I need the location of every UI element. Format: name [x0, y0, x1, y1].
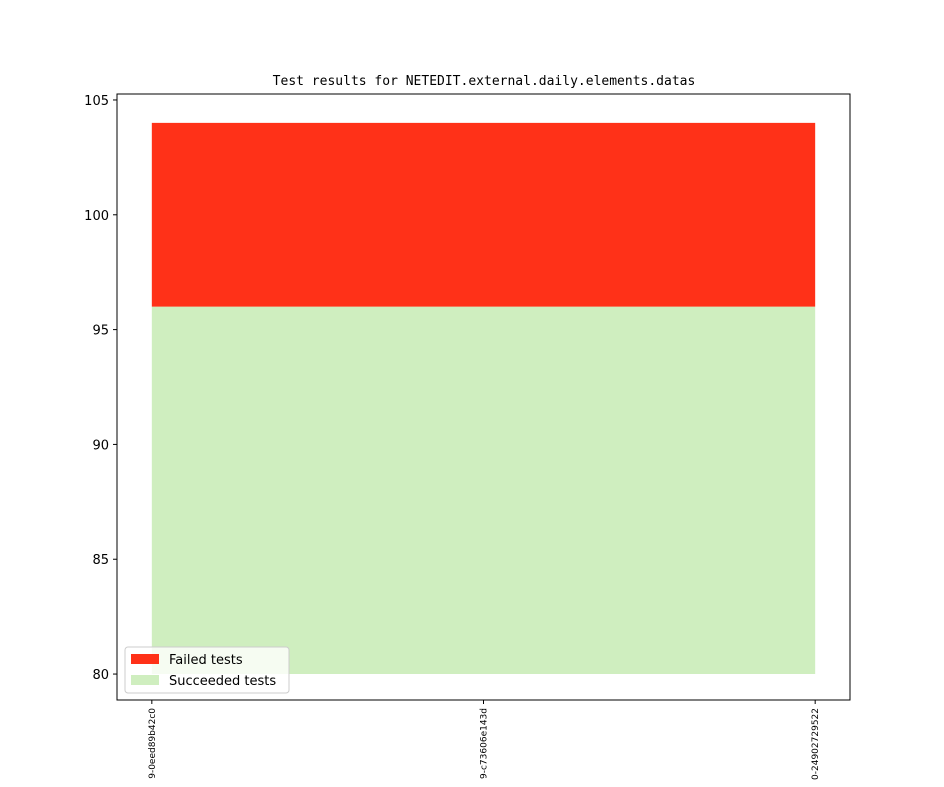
- y-tick-label: 95: [92, 324, 109, 339]
- area: [151, 306, 816, 675]
- y-tick-label: 85: [92, 553, 109, 568]
- x-tick-label: 9-0eed89b42c0: [148, 708, 158, 779]
- legend-box: [124, 646, 290, 694]
- area: [151, 122, 816, 307]
- y-tick-label: 105: [84, 94, 109, 109]
- legend-swatch: [131, 675, 159, 685]
- legend-swatch: [131, 654, 159, 664]
- x-tick-label: 0-24902729522: [811, 708, 821, 780]
- chart-title: Test results for NETEDIT.external.daily.…: [273, 74, 696, 89]
- legend: Failed tests Succeeded tests: [124, 646, 290, 694]
- y-tick-label: 90: [92, 438, 109, 453]
- y-tick-label: 80: [92, 668, 109, 683]
- x-tick-label: 9-c73606e143d: [480, 708, 490, 779]
- legend-label: Succeeded tests: [169, 674, 276, 689]
- y-tick-label: 100: [84, 209, 109, 224]
- legend-label: Failed tests: [169, 653, 243, 668]
